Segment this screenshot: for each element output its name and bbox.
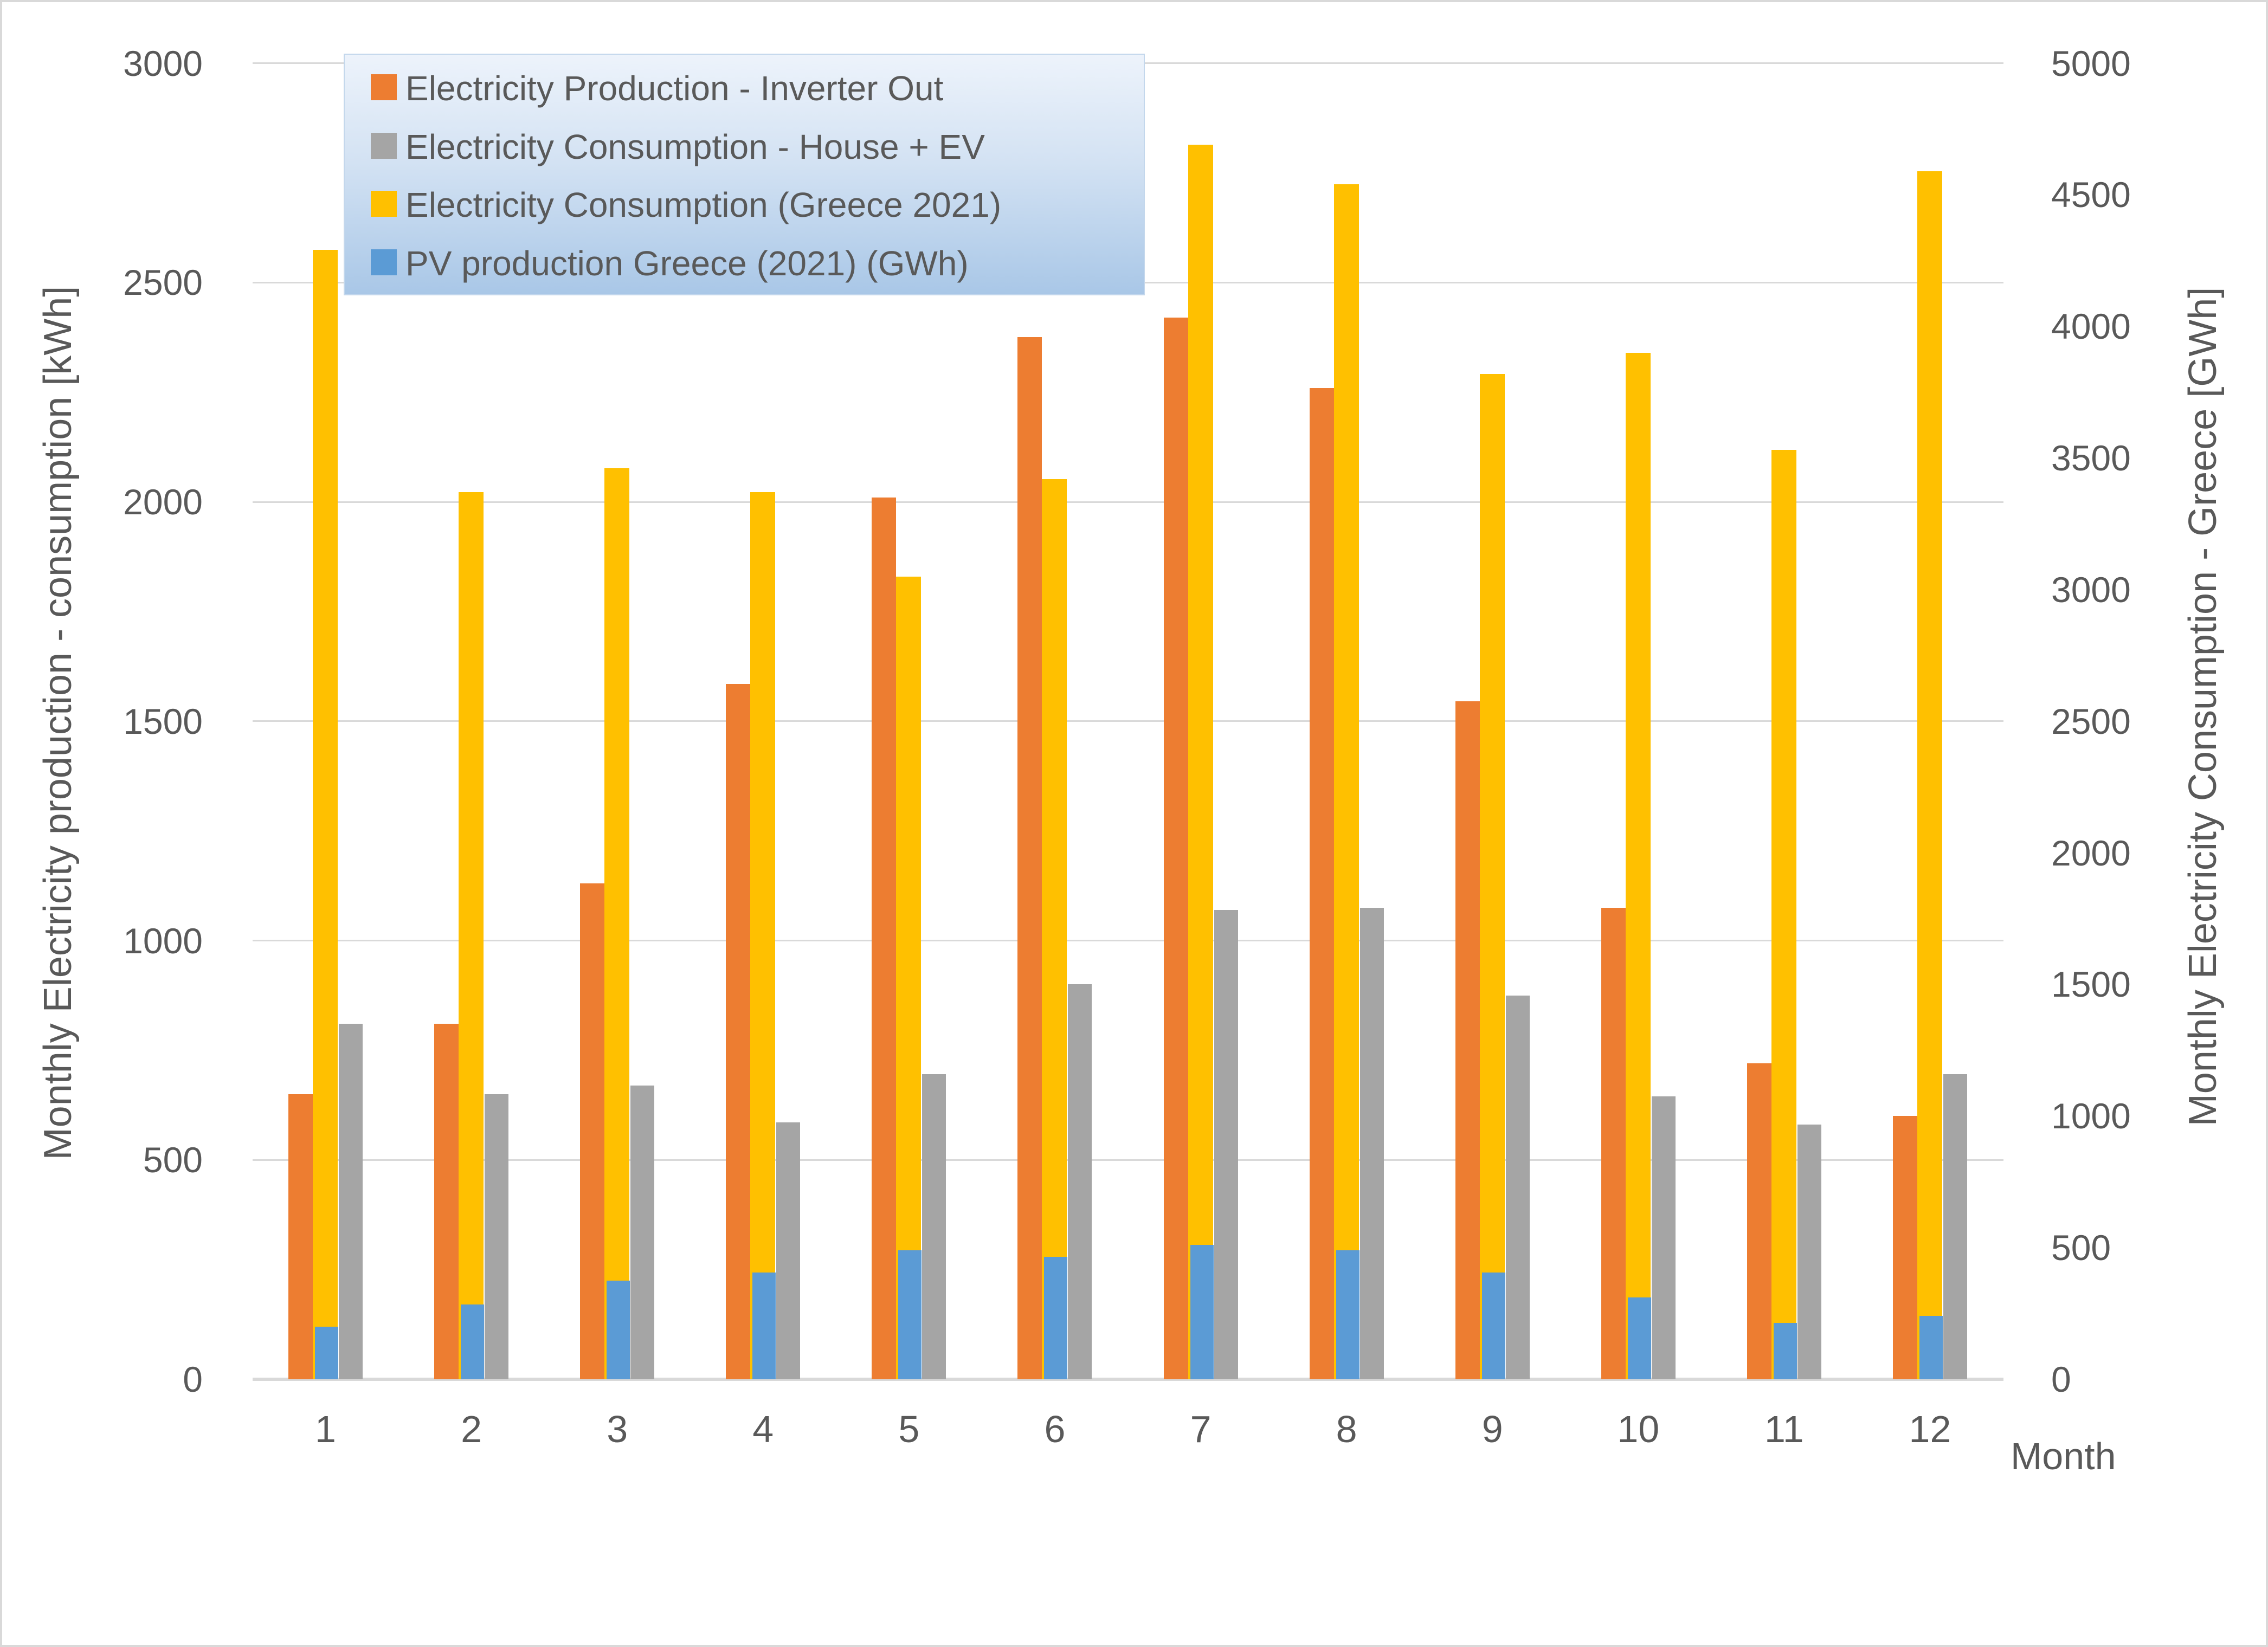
legend-label: Electricity Consumption (Greece 2021) bbox=[405, 185, 1002, 224]
left-axis-tick: 2500 bbox=[123, 262, 203, 303]
left-axis-tick: 0 bbox=[183, 1359, 203, 1399]
bar-consumption-greece-month-5 bbox=[896, 576, 922, 1379]
x-axis-label: Month bbox=[2011, 1435, 2116, 1477]
legend-marker-icon bbox=[371, 249, 397, 275]
x-axis-line bbox=[253, 1378, 2003, 1381]
legend-label: Electricity Production - Inverter Out bbox=[405, 69, 944, 108]
bar-production-inverter-out-month-9 bbox=[1455, 701, 1480, 1379]
x-axis-tick: 5 bbox=[898, 1408, 920, 1450]
right-axis-tick: 0 bbox=[2051, 1359, 2071, 1399]
x-axis-tick: 11 bbox=[1764, 1408, 1804, 1450]
x-axis-tick: 7 bbox=[1190, 1408, 1212, 1450]
bar-pv-production-greece-month-2 bbox=[461, 1304, 485, 1379]
bar-pv-production-greece-month-3 bbox=[607, 1280, 630, 1379]
right-axis-tick: 1000 bbox=[2051, 1096, 2131, 1136]
legend-label: PV production Greece (2021) (GWh) bbox=[405, 243, 969, 283]
bar-pv-production-greece-month-6 bbox=[1044, 1257, 1068, 1379]
right-axis-tick: 3500 bbox=[2051, 438, 2131, 479]
bar-pv-production-greece-month-4 bbox=[752, 1273, 776, 1379]
legend: Electricity Production - Inverter Out Ele… bbox=[344, 54, 1145, 295]
x-axis-tick: 12 bbox=[1909, 1408, 1951, 1450]
right-axis-tick: 4500 bbox=[2051, 175, 2131, 215]
x-axis-tick: 10 bbox=[1617, 1408, 1660, 1450]
bar-consumption-greece-month-8 bbox=[1333, 184, 1359, 1379]
bar-consumption-house-ev-month-9 bbox=[1505, 995, 1530, 1379]
left-axis-tick: 3000 bbox=[123, 43, 203, 83]
bar-consumption-greece-month-11 bbox=[1771, 450, 1796, 1379]
x-axis-tick: 8 bbox=[1336, 1408, 1357, 1450]
left-axis-title: Monthly Electricity production - consump… bbox=[36, 286, 80, 1160]
legend-marker-icon bbox=[371, 74, 397, 100]
bar-production-inverter-out-month-10 bbox=[1601, 907, 1626, 1379]
right-axis-tick: 3000 bbox=[2051, 569, 2131, 610]
right-axis-tick: 5000 bbox=[2051, 43, 2131, 83]
bar-production-inverter-out-month-8 bbox=[1309, 387, 1334, 1379]
bar-production-inverter-out-month-12 bbox=[1892, 1116, 1917, 1379]
right-axis-tick: 2500 bbox=[2051, 701, 2131, 741]
legend-marker-icon bbox=[371, 191, 397, 217]
bar-consumption-house-ev-month-8 bbox=[1359, 907, 1384, 1379]
bar-consumption-house-ev-month-6 bbox=[1068, 984, 1092, 1379]
bar-production-inverter-out-month-3 bbox=[580, 883, 605, 1379]
bar-pv-production-greece-month-7 bbox=[1190, 1245, 1214, 1379]
bar-production-inverter-out-month-1 bbox=[288, 1094, 313, 1379]
bar-consumption-greece-month-2 bbox=[459, 492, 484, 1379]
bar-production-inverter-out-month-6 bbox=[1017, 337, 1042, 1379]
left-axis-tick: 1500 bbox=[123, 701, 203, 741]
bar-production-inverter-out-month-4 bbox=[726, 683, 751, 1379]
left-axis-tick: 2000 bbox=[123, 482, 203, 522]
gridline bbox=[253, 940, 2003, 941]
bar-production-inverter-out-month-2 bbox=[434, 1024, 459, 1379]
gridline bbox=[253, 501, 2003, 503]
legend-label: Electricity Consumption - House + EV bbox=[405, 127, 985, 166]
right-axis-tick: 4000 bbox=[2051, 306, 2131, 347]
bar-pv-production-greece-month-10 bbox=[1627, 1297, 1651, 1379]
right-axis-tick: 1500 bbox=[2051, 964, 2131, 1005]
bar-pv-production-greece-month-5 bbox=[898, 1250, 922, 1379]
x-axis-tick: 2 bbox=[461, 1408, 482, 1450]
bar-consumption-house-ev-month-10 bbox=[1651, 1096, 1676, 1379]
bar-consumption-house-ev-month-11 bbox=[1797, 1125, 1821, 1379]
bar-consumption-greece-month-12 bbox=[1917, 171, 1942, 1379]
bar-consumption-house-ev-month-7 bbox=[1214, 909, 1238, 1379]
bar-consumption-house-ev-month-5 bbox=[922, 1074, 946, 1379]
bar-production-inverter-out-month-5 bbox=[872, 497, 897, 1379]
bar-consumption-house-ev-month-12 bbox=[1943, 1074, 1967, 1379]
bar-pv-production-greece-month-9 bbox=[1481, 1273, 1505, 1379]
left-axis-tick: 1000 bbox=[123, 920, 203, 961]
bar-production-inverter-out-month-7 bbox=[1163, 318, 1188, 1379]
bar-consumption-house-ev-month-4 bbox=[776, 1122, 801, 1379]
bar-consumption-greece-month-3 bbox=[604, 468, 630, 1379]
x-axis-tick: 9 bbox=[1481, 1408, 1503, 1450]
x-axis-tick: 1 bbox=[315, 1408, 336, 1450]
gridline bbox=[253, 720, 2003, 722]
x-axis-tick: 3 bbox=[607, 1408, 628, 1450]
right-axis-tick: 500 bbox=[2051, 1228, 2111, 1268]
bar-consumption-greece-month-7 bbox=[1188, 145, 1213, 1379]
bar-pv-production-greece-month-1 bbox=[315, 1326, 338, 1379]
bar-consumption-greece-month-4 bbox=[750, 492, 776, 1379]
bar-pv-production-greece-month-12 bbox=[1919, 1316, 1943, 1379]
legend-marker-icon bbox=[371, 132, 397, 159]
bar-consumption-house-ev-month-2 bbox=[485, 1094, 509, 1379]
right-axis-title: Monthly Electricity Consumption - Greece… bbox=[2181, 287, 2225, 1127]
right-axis-tick: 2000 bbox=[2051, 832, 2131, 873]
bar-consumption-greece-month-1 bbox=[313, 250, 338, 1379]
bar-consumption-greece-month-9 bbox=[1479, 373, 1505, 1379]
left-axis-tick: 500 bbox=[143, 1140, 203, 1180]
bar-production-inverter-out-month-11 bbox=[1747, 1063, 1771, 1379]
x-axis-tick: 6 bbox=[1044, 1408, 1066, 1450]
x-axis-tick: 4 bbox=[752, 1408, 774, 1450]
bar-pv-production-greece-month-8 bbox=[1336, 1250, 1359, 1379]
bar-pv-production-greece-month-11 bbox=[1773, 1322, 1797, 1379]
bar-consumption-house-ev-month-3 bbox=[630, 1085, 655, 1379]
gridline bbox=[253, 1159, 2003, 1161]
bar-consumption-greece-month-6 bbox=[1042, 479, 1067, 1379]
bar-consumption-house-ev-month-1 bbox=[339, 1024, 363, 1379]
bar-consumption-greece-month-10 bbox=[1625, 352, 1651, 1379]
